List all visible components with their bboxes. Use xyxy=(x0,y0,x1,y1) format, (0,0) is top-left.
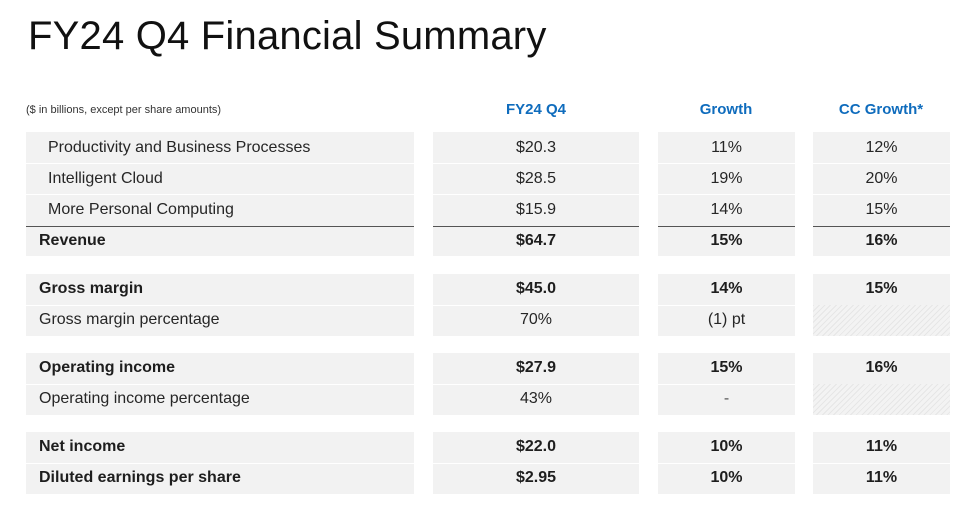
row-label-more-personal-computing: More Personal Computing xyxy=(48,201,234,218)
row-divider xyxy=(26,163,950,164)
row-divider xyxy=(26,463,950,464)
column-header-growth: Growth xyxy=(699,101,753,118)
cell-cc-growth: 16% xyxy=(865,359,898,376)
row-label-diluted-eps: Diluted earnings per share xyxy=(39,469,241,486)
column-header-fy24q4: FY24 Q4 xyxy=(505,101,567,118)
cell-growth: 10% xyxy=(710,438,743,455)
row-label-operating-income-percentage: Operating income percentage xyxy=(39,390,250,407)
cell-growth: 14% xyxy=(710,201,743,218)
row-label-operating-income: Operating income xyxy=(39,359,176,376)
row-label-intelligent-cloud: Intelligent Cloud xyxy=(48,170,163,187)
row-label-revenue: Revenue xyxy=(39,232,106,249)
total-rule xyxy=(813,226,950,227)
cell-cc-growth: 15% xyxy=(865,280,898,297)
cell-fy24q4: 70% xyxy=(519,311,553,328)
cell-fy24q4: $28.5 xyxy=(515,170,557,187)
cell-growth: 19% xyxy=(710,170,743,187)
units-note: ($ in billions, except per share amounts… xyxy=(26,104,222,116)
row-label-gross-margin-percentage: Gross margin percentage xyxy=(39,311,220,328)
row-divider xyxy=(433,384,795,385)
hatched-empty-cell xyxy=(813,305,950,336)
column-header-cc-growth: CC Growth* xyxy=(838,101,924,118)
total-rule xyxy=(26,226,414,227)
row-divider xyxy=(433,305,795,306)
cell-growth: (1) pt xyxy=(707,311,746,328)
cell-fy24q4: $22.0 xyxy=(515,438,557,455)
group-background xyxy=(813,274,950,305)
cell-growth: 10% xyxy=(710,469,743,486)
cell-fy24q4: $45.0 xyxy=(515,280,557,297)
row-divider xyxy=(26,384,414,385)
cell-cc-growth: 16% xyxy=(865,232,898,249)
cell-growth: 11% xyxy=(711,139,742,156)
cell-growth: - xyxy=(723,390,730,407)
page-title: FY24 Q4 Financial Summary xyxy=(28,14,547,58)
cell-growth: 14% xyxy=(710,280,743,297)
cell-growth: 15% xyxy=(710,232,743,249)
cell-cc-growth: 20% xyxy=(865,170,898,187)
cell-fy24q4: $2.95 xyxy=(515,469,557,486)
row-label-productivity: Productivity and Business Processes xyxy=(48,139,311,156)
cell-cc-growth: 11% xyxy=(865,438,898,455)
group-background xyxy=(813,353,950,384)
cell-cc-growth: 11% xyxy=(865,469,898,486)
row-divider xyxy=(26,305,414,306)
row-label-gross-margin: Gross margin xyxy=(39,280,144,297)
cell-fy24q4: $27.9 xyxy=(515,359,557,376)
cell-fy24q4: 43% xyxy=(519,390,553,407)
row-label-net-income: Net income xyxy=(39,438,126,455)
cell-fy24q4: $20.3 xyxy=(515,139,557,156)
total-rule xyxy=(433,226,639,227)
cell-fy24q4: $15.9 xyxy=(515,201,557,218)
cell-cc-growth: 15% xyxy=(865,201,898,218)
cell-cc-growth: 12% xyxy=(865,139,898,156)
cell-fy24q4: $64.7 xyxy=(515,232,557,249)
hatched-empty-cell xyxy=(813,384,950,415)
cell-growth: 15% xyxy=(710,359,743,376)
total-rule xyxy=(658,226,795,227)
row-divider xyxy=(26,194,950,195)
